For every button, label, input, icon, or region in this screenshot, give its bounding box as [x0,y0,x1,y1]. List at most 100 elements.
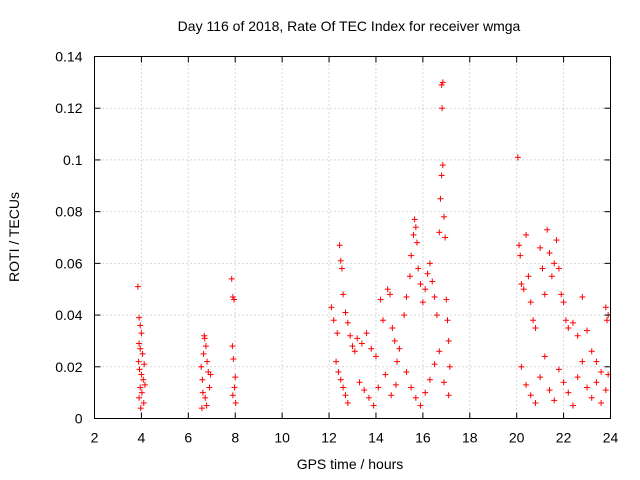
data-point [403,368,410,375]
data-point [565,389,572,396]
data-point [232,374,239,381]
data-point [560,299,567,306]
data-point [541,291,548,298]
data-point [340,384,347,391]
x-tick-label: 24 [603,430,619,446]
data-point [139,350,146,357]
data-point [334,330,341,337]
data-point [231,296,238,303]
data-point [422,286,429,293]
data-point [546,387,553,394]
data-point [443,296,450,303]
data-points-layer [134,79,612,412]
data-point [537,244,544,251]
data-point [551,397,558,404]
data-point [426,260,433,267]
data-point [584,384,591,391]
data-point [437,195,444,202]
grid-layer [94,56,611,419]
data-point [202,343,209,350]
data-point [412,224,419,231]
data-point [394,358,401,365]
data-point [598,368,605,375]
x-tick-label: 6 [184,430,192,446]
data-point [539,265,546,272]
data-point [445,337,452,344]
data-point [229,392,236,399]
data-point [518,281,525,288]
data-point [206,384,213,391]
data-point [201,332,208,339]
data-point [365,394,372,401]
data-point [231,384,238,391]
data-point [137,345,144,352]
data-point [134,283,141,290]
data-point [229,343,236,350]
data-point [351,348,358,355]
data-point [429,278,436,285]
data-point [361,387,368,394]
data-point [141,361,148,368]
data-point [379,317,386,324]
data-point [382,371,389,378]
data-point [135,358,142,365]
data-point [553,237,560,244]
data-point [138,389,145,396]
data-point [349,343,356,350]
data-point [387,291,394,298]
data-point [229,293,236,300]
data-point [333,358,340,365]
data-point [358,340,365,347]
data-point [342,309,349,316]
data-point [202,394,209,401]
y-axis-title: ROTI / TECUs [6,192,22,282]
data-point [440,379,447,386]
data-point [391,337,398,344]
data-point [417,402,424,409]
data-point [203,402,210,409]
data-point [562,317,569,324]
data-point [396,345,403,352]
data-point [207,371,214,378]
data-point [415,265,422,272]
data-point [198,363,205,370]
y-tick-label: 0.04 [55,307,82,323]
data-point [347,332,354,339]
data-point [337,257,344,264]
data-point [514,154,521,161]
data-point [527,299,534,306]
x-tick-label: 4 [138,430,146,446]
data-point [551,260,558,267]
data-point [593,358,600,365]
data-point [532,399,539,406]
data-point [368,345,375,352]
data-point [136,314,143,321]
data-point [546,250,553,257]
y-tick-label: 0.1 [63,152,83,168]
data-point [417,281,424,288]
data-point [602,304,609,311]
data-point [422,389,429,396]
data-point [138,371,145,378]
data-point [137,405,144,412]
data-point [403,293,410,300]
data-point [140,376,147,383]
data-point [574,332,581,339]
y-tick-label: 0.08 [55,204,82,220]
data-point [603,317,610,324]
data-point [377,296,384,303]
x-tick-label: 2 [91,430,99,446]
x-tick-label: 8 [231,430,239,446]
data-point [560,379,567,386]
data-point [336,242,343,249]
data-point [593,379,600,386]
x-tick-label: 14 [368,430,384,446]
data-point [136,340,143,347]
data-point [204,358,211,365]
data-point [426,376,433,383]
data-point [579,293,586,300]
data-point [137,322,144,329]
data-point [414,239,420,246]
data-point [433,312,440,319]
